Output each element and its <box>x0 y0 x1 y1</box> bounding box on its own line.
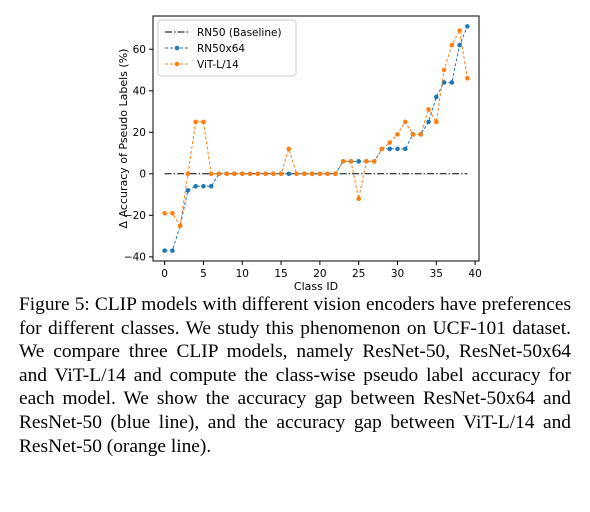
legend-label-vit: ViT-L/14 <box>197 59 239 71</box>
data-point <box>271 171 276 177</box>
chart-svg: 0 5 10 15 20 25 30 35 40 −40 −20 0 20 40 60 Class ID Δ… <box>117 15 482 290</box>
data-point <box>286 146 292 152</box>
x-tick-label: 20 <box>313 268 326 280</box>
data-point <box>278 171 284 177</box>
data-point <box>410 132 416 137</box>
data-point <box>216 171 222 177</box>
data-point <box>239 171 245 177</box>
data-point <box>379 146 385 152</box>
data-point <box>232 171 237 177</box>
data-point <box>224 171 230 177</box>
y-tick-label: 20 <box>133 127 146 139</box>
x-tick-label: 30 <box>391 268 404 280</box>
data-point <box>162 248 167 253</box>
y-axis-label: Δ Accuracy of Pseudo Labels (%) <box>117 49 130 229</box>
data-point <box>263 171 268 177</box>
data-point <box>418 132 424 137</box>
x-tick-label: 15 <box>274 268 287 280</box>
legend-marker-vit <box>174 61 180 67</box>
data-point <box>449 42 455 48</box>
legend-marker-rn50x64 <box>174 45 180 51</box>
data-point <box>348 159 354 164</box>
x-tick-label: 5 <box>200 268 207 280</box>
data-point <box>208 171 214 177</box>
data-point <box>395 146 400 152</box>
data-point <box>193 183 198 189</box>
data-point <box>201 119 206 125</box>
data-point <box>170 210 175 216</box>
data-point <box>441 80 447 85</box>
data-point <box>356 159 361 164</box>
y-tick-label: 40 <box>133 86 146 98</box>
data-point <box>170 248 175 253</box>
data-point <box>162 210 167 216</box>
data-point <box>449 80 455 85</box>
data-point <box>247 171 253 177</box>
data-point <box>402 119 408 125</box>
legend-box <box>157 19 297 77</box>
x-tick-label: 25 <box>352 268 365 280</box>
data-point <box>294 171 299 177</box>
data-point <box>395 132 400 137</box>
legend: RN50 (Baseline) RN50x64 ViT-L/14 <box>157 19 297 77</box>
plot-area <box>162 24 470 253</box>
legend-label-rn50x64: RN50x64 <box>197 43 245 55</box>
data-point <box>193 119 198 125</box>
data-point <box>465 75 470 81</box>
legend-label-baseline: RN50 (Baseline) <box>197 27 282 39</box>
data-point <box>340 159 346 164</box>
chart-figure: 0 5 10 15 20 25 30 35 40 −40 −20 0 20 40 60 Class ID Δ… <box>117 15 482 290</box>
data-point <box>441 67 447 73</box>
data-point <box>286 171 292 177</box>
series-line-1 <box>164 26 468 252</box>
series-line-2 <box>164 28 468 228</box>
x-tick-label: 35 <box>430 268 443 280</box>
data-point <box>177 223 183 228</box>
plot-frame <box>152 15 480 262</box>
data-point <box>426 107 431 112</box>
data-point <box>371 159 377 164</box>
x-tick-label: 40 <box>468 268 481 280</box>
data-point <box>387 146 393 152</box>
data-point <box>309 171 315 177</box>
x-axis-label: Class ID <box>294 280 338 290</box>
data-point <box>457 42 462 48</box>
data-point <box>465 24 470 29</box>
y-tick-label: −20 <box>124 210 146 222</box>
y-tick-label: 0 <box>139 169 146 181</box>
data-point <box>317 171 323 177</box>
data-point <box>185 171 191 177</box>
data-point <box>457 28 462 33</box>
data-point <box>387 140 393 145</box>
data-point <box>185 188 191 193</box>
data-point <box>434 119 439 125</box>
data-point <box>356 196 361 202</box>
data-point <box>201 183 206 189</box>
x-tick-label: 10 <box>236 268 249 280</box>
y-tick-label: −40 <box>124 252 146 264</box>
axis-ticks: 0 5 10 15 20 25 30 35 40 −40 −20 0 20 40 60 <box>124 44 482 280</box>
data-point <box>333 171 338 177</box>
data-point <box>434 94 439 100</box>
data-point <box>255 171 261 177</box>
data-point <box>302 171 307 177</box>
data-point <box>426 119 431 125</box>
figure-caption: Figure 5: CLIP models with different vis… <box>19 294 571 457</box>
data-point <box>364 159 369 164</box>
x-tick-label: 0 <box>161 268 168 280</box>
y-tick-label: 60 <box>133 44 146 56</box>
data-point <box>325 171 330 177</box>
data-point <box>208 183 214 189</box>
data-point <box>402 146 408 152</box>
